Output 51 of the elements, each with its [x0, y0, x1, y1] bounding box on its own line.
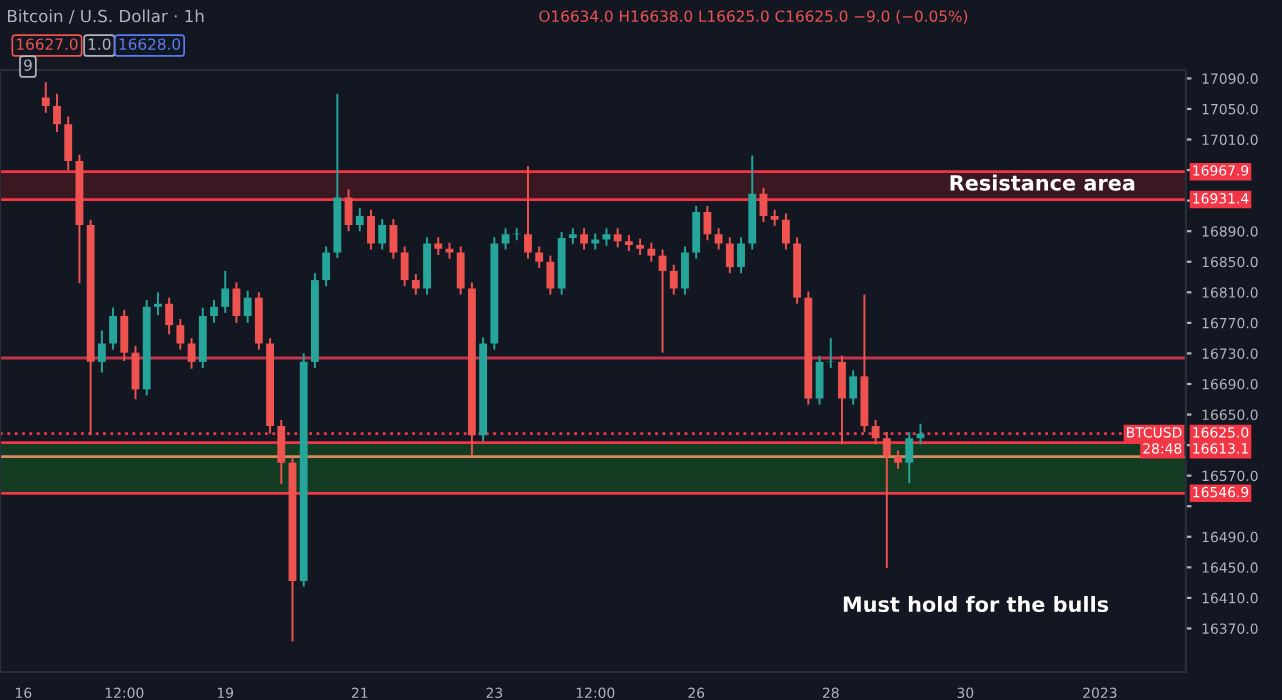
candlestick	[838, 354, 846, 446]
candlestick	[681, 245, 689, 296]
candlestick	[849, 369, 858, 406]
candlestick	[737, 236, 745, 275]
candlestick	[221, 269, 230, 314]
candlestick	[411, 273, 420, 296]
candlestick	[400, 245, 409, 288]
candlestick	[580, 227, 588, 251]
candlestick	[176, 318, 185, 351]
candlestick	[198, 306, 207, 369]
candlestick	[53, 92, 61, 133]
candlestick	[232, 281, 241, 324]
candlestick	[826, 337, 835, 369]
candlestick	[367, 208, 375, 251]
candlestick	[41, 81, 50, 114]
candlestick	[524, 165, 532, 260]
candlestick	[109, 306, 117, 351]
candlestick	[894, 449, 902, 470]
candlestick	[355, 207, 364, 233]
candlestick	[64, 115, 73, 172]
candlestick	[703, 205, 712, 242]
candlestick	[97, 329, 106, 374]
candlestick	[714, 227, 723, 251]
candlestick	[882, 431, 891, 570]
candlestick	[165, 296, 174, 336]
candlestick	[546, 254, 555, 296]
candlestick	[154, 291, 162, 317]
candlestick	[647, 241, 656, 263]
candlestick	[389, 218, 398, 260]
candlestick	[378, 218, 387, 251]
candlestick	[871, 418, 880, 446]
candlestick	[781, 212, 790, 251]
candlestick	[613, 227, 622, 249]
annotation: Must hold for the bulls	[843, 595, 1109, 613]
candlestick	[277, 418, 286, 486]
candlestick	[120, 308, 129, 363]
candlestick	[254, 291, 263, 351]
chart-title: Bitcoin / U.S. Dollar · 1h	[8, 9, 204, 24]
candlestick	[423, 236, 431, 296]
candlestick	[243, 289, 252, 324]
candlestick	[322, 245, 331, 288]
annotation: Resistance area	[950, 174, 1135, 191]
candlestick	[725, 236, 734, 275]
candlestick	[815, 354, 824, 406]
candlestick	[905, 431, 914, 485]
candlestick	[456, 245, 465, 296]
candlestick	[669, 263, 678, 296]
candlestick	[187, 337, 196, 370]
candlestick	[535, 245, 544, 269]
candlestick	[692, 205, 701, 260]
candlestick	[210, 298, 218, 324]
